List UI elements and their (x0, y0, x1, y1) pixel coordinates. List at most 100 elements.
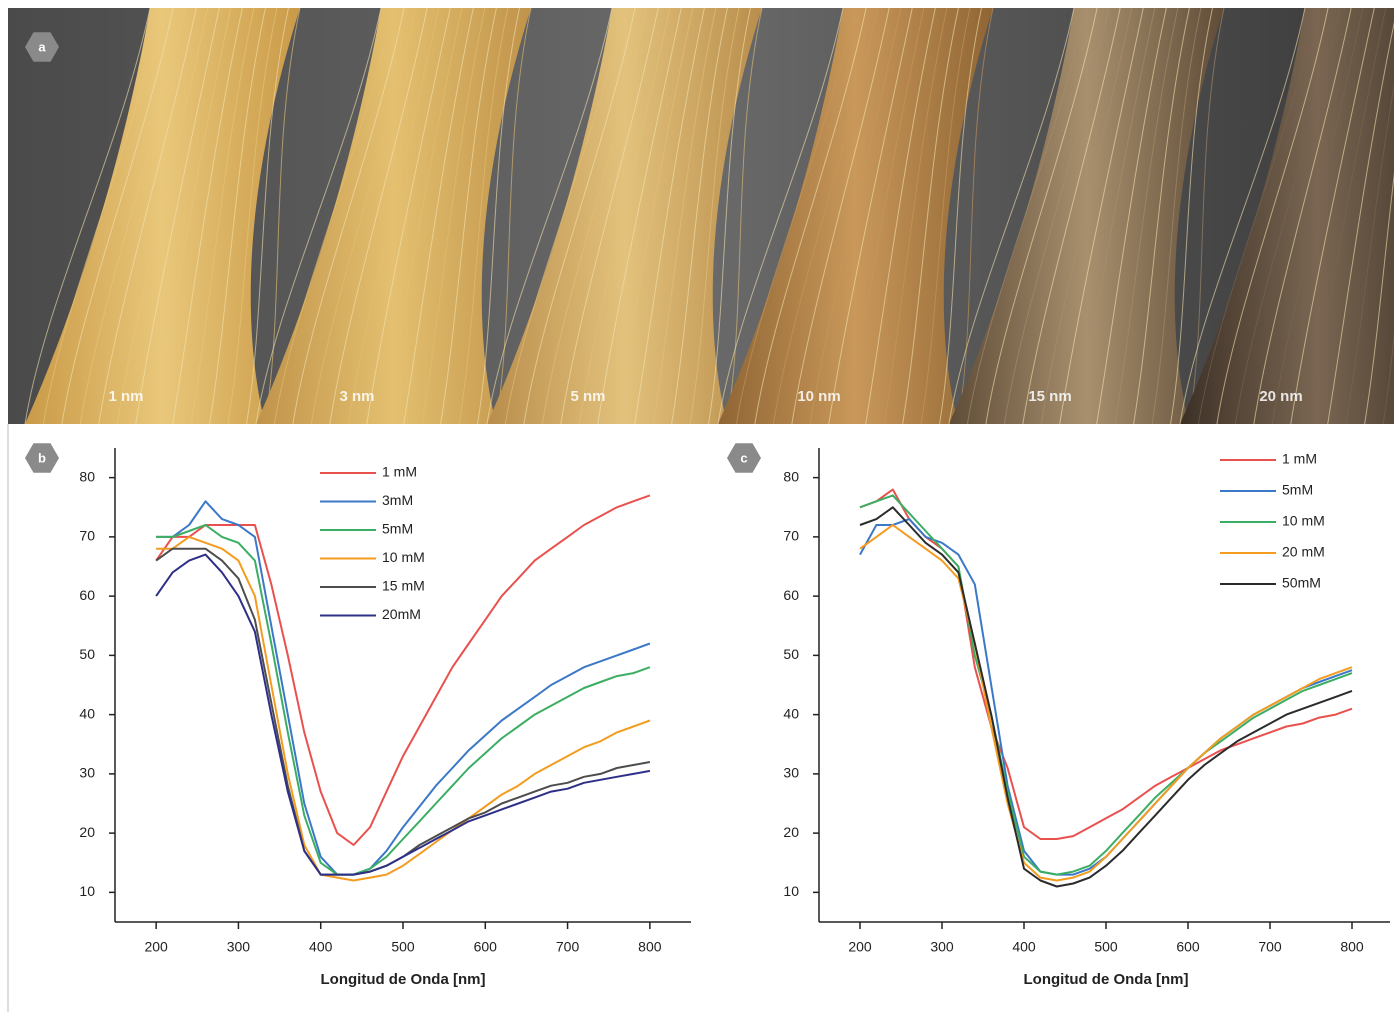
hair-strand (329, 7, 428, 425)
hair-strand (1003, 7, 1110, 425)
hair-strand (735, 7, 856, 425)
legend-label: 1 mM (1282, 451, 1317, 467)
legend-label: 1 mM (382, 464, 417, 480)
panel-label: b (38, 450, 46, 465)
hair-strand (61, 7, 174, 425)
hair-strand (865, 7, 936, 425)
legend-label: 5mM (382, 521, 413, 537)
photo-label: 20 nm (1259, 388, 1302, 405)
hair-strand (227, 7, 278, 425)
y-tick-label: 80 (783, 468, 799, 484)
hair-strand (902, 7, 959, 425)
hair-strand (597, 7, 682, 425)
y-tick-label: 30 (79, 765, 95, 781)
hair-strand (772, 7, 879, 425)
hair-strand (98, 7, 197, 425)
photo (24, 7, 1394, 425)
hair-strand (24, 7, 151, 425)
y-tick-label: 80 (79, 468, 95, 484)
hair-bundle (487, 8, 762, 424)
photo-labels: 1 nm 3 nm 5 nm 10 nm 15 nm 20 nm (108, 388, 1302, 405)
legend-label: 50mM (1282, 575, 1321, 591)
hair-strand (1345, 83, 1394, 425)
hair-strand (42, 7, 163, 425)
hair-strand (966, 7, 1087, 425)
hair-strand (264, 7, 301, 425)
hair-strand (1096, 7, 1167, 425)
hair-strand (440, 7, 497, 425)
series-line (859, 524, 1353, 882)
panel-badge (25, 32, 59, 62)
hair-strand (273, 7, 394, 425)
hair-strand (717, 7, 844, 425)
hair-strand (1364, 172, 1394, 425)
hair-strand (255, 7, 382, 425)
hair-strand (1197, 7, 1318, 425)
series-line (859, 488, 1353, 840)
hair-strand (809, 7, 902, 425)
series-line (859, 518, 1353, 876)
hair-bundle (25, 8, 300, 424)
x-tick-label: 500 (391, 939, 415, 955)
hair-strand (79, 7, 186, 425)
series-line (156, 535, 651, 882)
hair-bundle (718, 8, 993, 424)
hair-strand (985, 7, 1098, 425)
x-axis-label: Longitud de Onda [nm] (1024, 971, 1189, 988)
legend-label: 20 mM (1282, 544, 1325, 560)
y-tick-label: 40 (79, 705, 95, 721)
hair-strand (1253, 7, 1352, 425)
hair-strand (1133, 7, 1190, 425)
hair-strand (135, 7, 220, 425)
x-tick-label: 700 (556, 939, 580, 955)
hair-strand (883, 7, 948, 425)
hair-strand (1327, 21, 1394, 425)
hair-strand (1234, 7, 1341, 425)
photo-label: 10 nm (797, 388, 840, 405)
hair-strand (726, 7, 763, 425)
photo-label: 3 nm (339, 388, 374, 405)
hair-strand (1179, 7, 1306, 425)
hair-strand (939, 7, 982, 425)
panel-badge (25, 443, 59, 473)
series-line (155, 553, 651, 876)
hair-strand (504, 7, 625, 425)
x-tick-label: 800 (1340, 939, 1364, 955)
y-tick-label: 30 (783, 765, 799, 781)
y-tick-label: 60 (783, 587, 799, 603)
x-tick-label: 300 (930, 939, 954, 955)
hair-strand (347, 7, 440, 425)
hair-strand (495, 7, 532, 425)
charts: 10 20 30 40 50 60 70 80 200 300 400 500 600 700 800 Lon… (79, 448, 1390, 988)
hair-strand (957, 7, 994, 425)
y-tick-label: 70 (783, 528, 799, 544)
hair-strand (634, 7, 705, 425)
hair-strand (384, 7, 463, 425)
hair-strand (708, 7, 751, 425)
hair-strand (754, 7, 867, 425)
legend-label: 10 mM (382, 549, 425, 565)
y-tick-label: 60 (79, 587, 95, 603)
hair-strand (246, 7, 289, 425)
hair-strand (671, 7, 728, 425)
hair-strand (486, 7, 613, 425)
hair-strand (190, 7, 255, 425)
series-line (859, 506, 1353, 888)
x-tick-label: 400 (1012, 939, 1036, 955)
y-tick-label: 40 (783, 705, 799, 721)
photo-label: 5 nm (570, 388, 605, 405)
y-tick-label: 20 (79, 824, 95, 840)
legend-label: 20mM (382, 606, 421, 622)
series-line (156, 524, 651, 876)
hair-strand (310, 7, 417, 425)
legend-label: 3mM (382, 492, 413, 508)
hair-strand (1151, 7, 1202, 425)
hair-strand (652, 7, 717, 425)
hair-strand (292, 7, 405, 425)
hair-strand (1382, 331, 1394, 425)
panel-badge (727, 443, 761, 473)
hair-strand (172, 7, 243, 425)
hair-strand (1271, 7, 1364, 425)
hair-strand (1290, 7, 1375, 425)
